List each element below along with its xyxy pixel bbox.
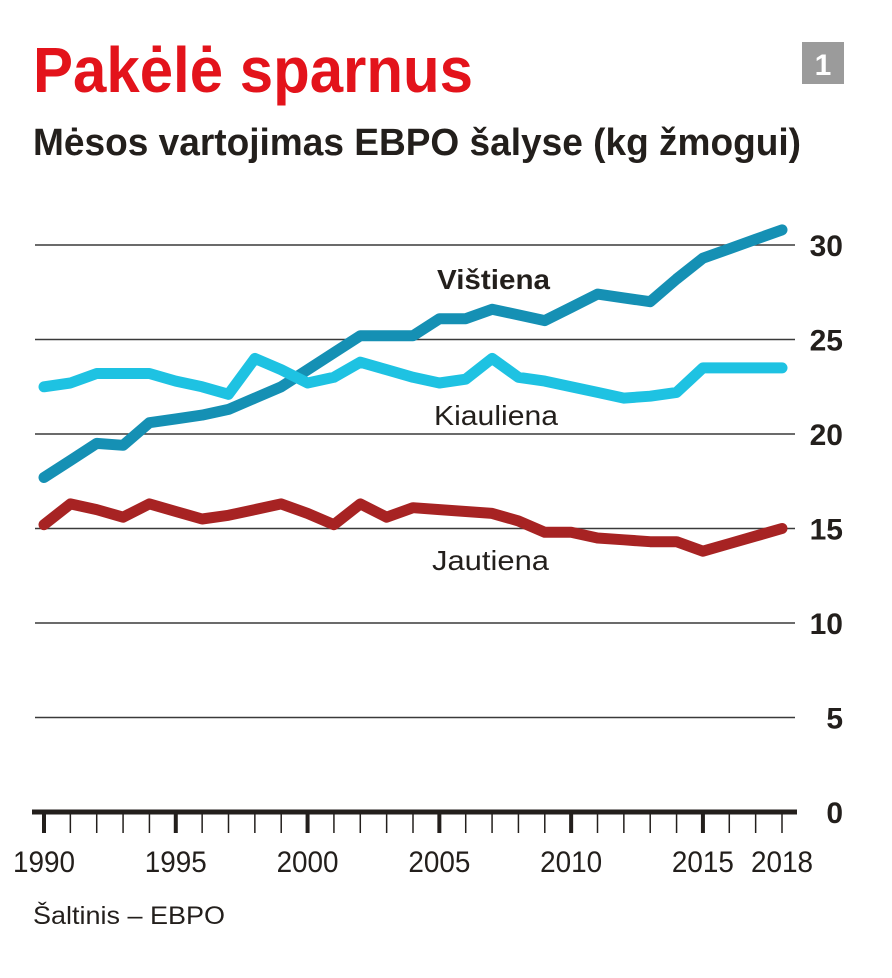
x-tick-label: 2000: [277, 846, 339, 879]
y-tick-label: 5: [826, 703, 843, 736]
gridlines: 0 5 10 15 20 25 30: [35, 230, 843, 830]
chart-title: Pakėlė sparnus: [33, 34, 473, 106]
series-label-chicken: Vištiena: [437, 264, 550, 295]
x-axis: 1990 1995 2000 2005 2010 2015 2018: [13, 809, 813, 879]
x-tick-label: 1995: [145, 846, 207, 879]
series-line-pork: [38, 352, 788, 404]
series-line-beef: [38, 498, 788, 557]
y-tick-label: 30: [810, 230, 843, 263]
x-tick-label: 2018: [751, 846, 813, 879]
source-note: Šaltinis – EBPO: [33, 901, 225, 930]
y-tick-label: 20: [810, 419, 843, 452]
series-label-pork: Kiauliena: [434, 400, 558, 431]
series-line-chicken: [38, 224, 788, 483]
chart-subtitle: Mėsos vartojimas EBPO šalyse (kg žmogui): [33, 122, 801, 164]
badge-box: [802, 42, 844, 84]
y-tick-label: 0: [826, 797, 843, 830]
x-tick-label: 1990: [13, 846, 75, 879]
series-label-beef: Jautiena: [432, 545, 549, 576]
x-tick-label: 2010: [540, 846, 602, 879]
y-tick-label: 10: [810, 608, 843, 641]
series-lines: [38, 224, 788, 557]
y-tick-label: 25: [810, 325, 843, 358]
badge-number: 1: [815, 49, 832, 82]
y-tick-label: 15: [810, 514, 843, 547]
x-tick-label: 2005: [408, 846, 470, 879]
x-tick-label: 2015: [672, 846, 734, 879]
